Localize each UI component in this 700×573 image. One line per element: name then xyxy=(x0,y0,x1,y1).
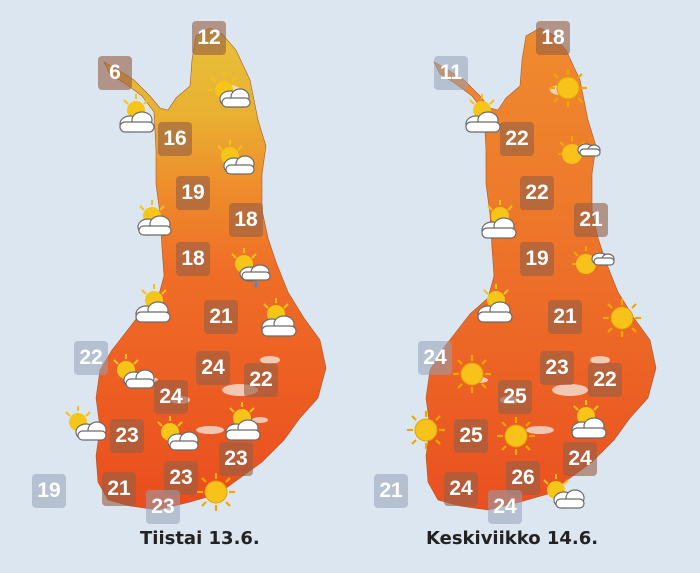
temp-box: 24 xyxy=(488,490,522,524)
map-wednesday: 18 11 22 22 21 19 21 24 23 22 25 25 24 2… xyxy=(330,0,680,573)
sun-icon xyxy=(407,411,445,449)
temp-box: 23 xyxy=(146,490,180,524)
partly-cloudy-icon xyxy=(217,140,255,175)
temp-box: 18 xyxy=(229,203,263,237)
partly-cloudy-icon xyxy=(558,136,601,164)
temp-box: 21 xyxy=(574,203,608,237)
temp-box: 21 xyxy=(204,300,238,334)
partly-cloudy-icon xyxy=(477,284,513,323)
temp-box: 19 xyxy=(520,242,554,276)
temp-box: 24 xyxy=(563,442,597,476)
rain-showers-icon xyxy=(231,248,271,288)
temp-box: 22 xyxy=(500,122,534,156)
temp-box: 22 xyxy=(74,341,108,375)
partly-cloudy-icon xyxy=(225,402,261,441)
temp-box: 19 xyxy=(176,176,210,210)
map-tuesday: 12 6 16 19 18 18 21 22 24 22 24 23 23 23… xyxy=(32,21,327,549)
temp-box: 12 xyxy=(192,21,226,55)
temp-box: 18 xyxy=(536,21,570,55)
temp-box: 24 xyxy=(154,380,188,414)
date-caption-tuesday: Tiistai 13.6. xyxy=(140,528,260,549)
partly-cloudy-icon xyxy=(481,200,517,239)
date-caption-wednesday: Keskiviikko 14.6. xyxy=(426,528,599,549)
temp-box: 23 xyxy=(219,442,253,476)
temp-box: 11 xyxy=(434,56,468,90)
temp-box: 25 xyxy=(454,419,488,453)
partly-cloudy-icon xyxy=(113,354,155,389)
partly-cloudy-icon xyxy=(135,284,171,323)
partly-cloudy-icon xyxy=(465,94,501,133)
temp-box: 6 xyxy=(98,56,132,90)
partly-cloudy-icon xyxy=(571,400,607,439)
sun-icon xyxy=(497,417,535,455)
temp-box: 24 xyxy=(196,351,230,385)
temp-box: 25 xyxy=(498,380,532,414)
sun-icon xyxy=(197,473,235,511)
temp-box: 19 xyxy=(32,474,66,508)
partly-cloudy-icon xyxy=(572,246,615,274)
temp-box: 26 xyxy=(506,461,540,495)
sun-icon xyxy=(603,299,641,337)
temp-box: 23 xyxy=(164,461,198,495)
temp-box: 21 xyxy=(102,472,136,506)
temp-box: 21 xyxy=(548,300,582,334)
partly-cloudy-icon xyxy=(543,474,585,509)
temp-box: 23 xyxy=(540,351,574,385)
sun-icon xyxy=(549,69,587,107)
temp-box: 16 xyxy=(158,122,192,156)
partly-cloudy-icon xyxy=(65,406,107,441)
temp-box: 18 xyxy=(176,242,210,276)
partly-cloudy-icon xyxy=(261,298,297,337)
temp-box: 24 xyxy=(444,472,478,506)
temp-box: 22 xyxy=(588,363,622,397)
temp-box: 22 xyxy=(244,363,278,397)
partly-cloudy-icon xyxy=(137,200,172,236)
partly-cloudy-icon xyxy=(208,72,251,108)
temp-box: 22 xyxy=(520,176,554,210)
temp-box: 24 xyxy=(418,341,452,375)
temp-box: 21 xyxy=(374,474,408,508)
sun-icon xyxy=(453,355,491,393)
partly-cloudy-icon xyxy=(157,416,199,451)
partly-cloudy-icon xyxy=(119,94,155,133)
temp-box: 23 xyxy=(110,419,144,453)
